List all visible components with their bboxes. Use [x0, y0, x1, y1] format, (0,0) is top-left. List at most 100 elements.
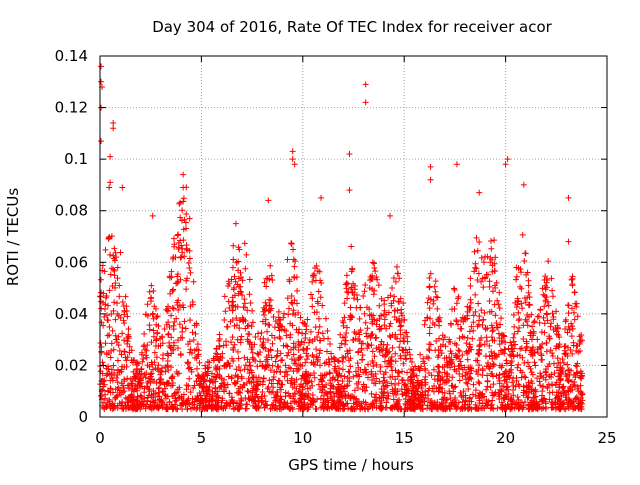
- data-point: [491, 237, 498, 244]
- data-point: [336, 396, 343, 403]
- data-point: [297, 405, 304, 412]
- data-point: [462, 397, 469, 404]
- data-point: [98, 349, 105, 356]
- data-point: [459, 373, 466, 380]
- data-point: [291, 274, 298, 281]
- data-point: [228, 375, 235, 382]
- data-point: [244, 323, 251, 330]
- data-point: [373, 321, 380, 328]
- data-point: [421, 376, 428, 383]
- data-point: [405, 393, 412, 400]
- data-point: [168, 312, 175, 319]
- data-point: [434, 363, 441, 370]
- data-point: [466, 306, 473, 313]
- data-point: [162, 385, 169, 392]
- data-point: [426, 330, 433, 337]
- data-point: [443, 354, 450, 361]
- data-point: [216, 337, 223, 344]
- data-point: [262, 299, 269, 306]
- data-point: [296, 389, 303, 396]
- data-point: [138, 403, 145, 410]
- data-point: [372, 380, 379, 387]
- data-point: [489, 363, 496, 370]
- data-point: [180, 198, 187, 205]
- data-point: [190, 385, 197, 392]
- data-point: [168, 382, 175, 389]
- data-point: [320, 384, 327, 391]
- data-point-outlier: [427, 163, 434, 170]
- data-point: [126, 343, 133, 350]
- data-point: [392, 350, 399, 357]
- data-point: [124, 340, 131, 347]
- data-point: [110, 252, 117, 259]
- data-point: [208, 370, 215, 377]
- data-point: [165, 330, 172, 337]
- data-point: [577, 401, 584, 408]
- data-point: [137, 373, 144, 380]
- data-point: [497, 347, 504, 354]
- data-point: [326, 369, 333, 376]
- data-point: [383, 378, 390, 385]
- data-point: [176, 321, 183, 328]
- data-point: [144, 342, 151, 349]
- data-point: [521, 257, 528, 264]
- data-point: [553, 308, 560, 315]
- data-point: [370, 312, 377, 319]
- data-point: [166, 339, 173, 346]
- data-point: [541, 320, 548, 327]
- data-point: [389, 285, 396, 292]
- data-point: [442, 343, 449, 350]
- data-point: [492, 352, 499, 359]
- data-point: [421, 321, 428, 328]
- data-point: [492, 389, 499, 396]
- data-point: [106, 323, 113, 330]
- data-point: [155, 362, 162, 369]
- data-point: [536, 378, 543, 385]
- data-point: [510, 392, 517, 399]
- data-point: [248, 344, 255, 351]
- data-point: [387, 374, 394, 381]
- data-point: [116, 400, 123, 407]
- data-point: [432, 403, 439, 410]
- data-point: [529, 323, 536, 330]
- data-point: [341, 314, 348, 321]
- data-point: [343, 324, 350, 331]
- data-point: [174, 406, 181, 413]
- data-point: [536, 319, 543, 326]
- data-point: [183, 277, 190, 284]
- data-point: [177, 276, 184, 283]
- data-point: [467, 275, 474, 282]
- data-point: [254, 363, 261, 370]
- data-point: [571, 382, 578, 389]
- data-point: [265, 383, 272, 390]
- data-point: [192, 396, 199, 403]
- data-point: [114, 311, 121, 318]
- data-point: [147, 295, 154, 302]
- data-point: [571, 378, 578, 385]
- data-point: [554, 395, 561, 402]
- data-point: [141, 371, 148, 378]
- data-point: [103, 404, 110, 411]
- data-point: [372, 268, 379, 275]
- data-point-outlier: [110, 120, 117, 127]
- data-point: [417, 405, 424, 412]
- data-point: [426, 324, 433, 331]
- data-point: [342, 341, 349, 348]
- data-point: [514, 295, 521, 302]
- data-point: [222, 308, 229, 315]
- data-point: [277, 335, 284, 342]
- data-point: [279, 381, 286, 388]
- data-point: [382, 347, 389, 354]
- data-point: [402, 406, 409, 413]
- data-point: [384, 341, 391, 348]
- data-point: [436, 322, 443, 329]
- data-point: [476, 313, 483, 320]
- data-point: [111, 245, 118, 252]
- data-point: [331, 393, 338, 400]
- data-point: [313, 263, 320, 270]
- data-point: [503, 360, 510, 367]
- data-point: [568, 333, 575, 340]
- data-point: [155, 389, 162, 396]
- data-point: [534, 375, 541, 382]
- data-point: [269, 340, 276, 347]
